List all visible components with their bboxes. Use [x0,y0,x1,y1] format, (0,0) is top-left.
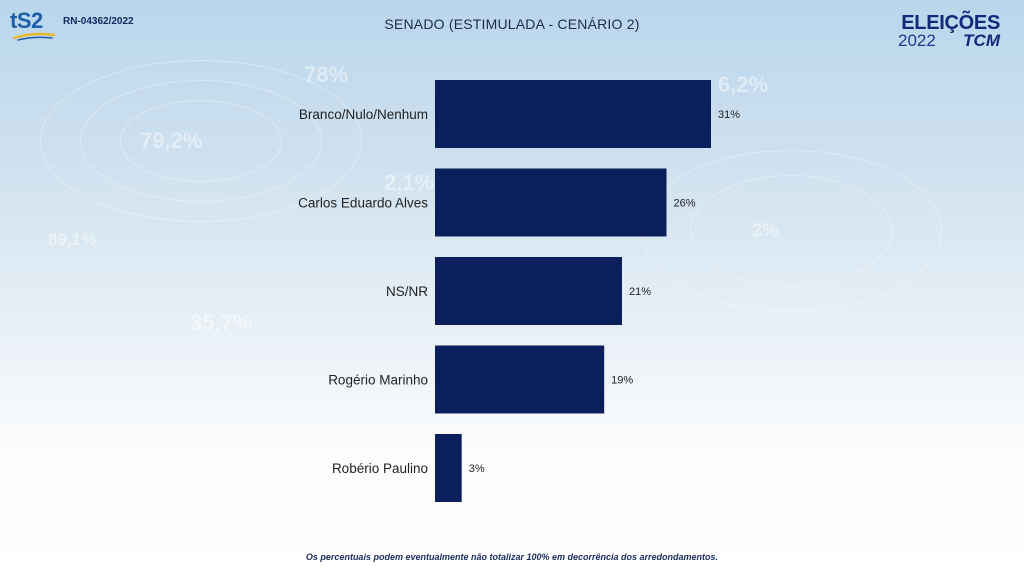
bar-2 [435,257,622,325]
category-label: Robério Paulino [332,461,428,476]
data-label: 26% [673,198,695,210]
footnote: Os percentuais podem eventualmente não t… [305,552,719,562]
category-label: Rogério Marinho [328,373,428,388]
chart-title: SENADO (ESTIMULADA - CENÁRIO 2) [384,16,640,32]
eleicoes-tcm-logo: ELEIÇÕES 2022 TCM [898,12,1000,52]
bar-0 [435,80,711,148]
category-label: NS/NR [386,284,428,299]
background-watermark: 35,7% [190,310,253,335]
eleicoes-logo-brand: TCM [963,31,1000,50]
data-label: 3% [469,463,485,475]
background-contour [80,80,322,202]
eleicoes-logo-text: ELEIÇÕES [901,12,1000,34]
background-watermark: 6,2% [718,72,769,97]
ts2-swoosh-icon [12,32,56,41]
category-label: Carlos Eduardo Alves [298,196,428,211]
data-label: 19% [611,375,633,387]
background-contour [120,100,282,182]
background-contour [40,60,362,222]
bars-group: Branco/Nulo/Nenhum 31% Carlos Eduardo Alve… [298,80,740,502]
bar-3 [435,345,605,414]
bar-1 [435,168,667,237]
eleicoes-logo-year: 2022 [898,31,936,50]
bar-4 [435,434,462,502]
ts2-logo: tS2 [10,8,56,42]
background-watermark: 79,2% [140,128,203,153]
data-label: 21% [629,286,651,298]
background-watermark: 2,1% [384,170,435,195]
background-watermark: 89,1% [48,230,97,249]
registration-number: RN-04362/2022 [63,16,134,27]
background-watermark: 78% [304,62,349,87]
ts2-logo-text: tS2 [10,8,43,33]
background-watermark: 2% [752,220,779,240]
category-label: Branco/Nulo/Nenhum [299,107,428,122]
background-contour [690,175,892,287]
data-label: 31% [718,109,740,121]
